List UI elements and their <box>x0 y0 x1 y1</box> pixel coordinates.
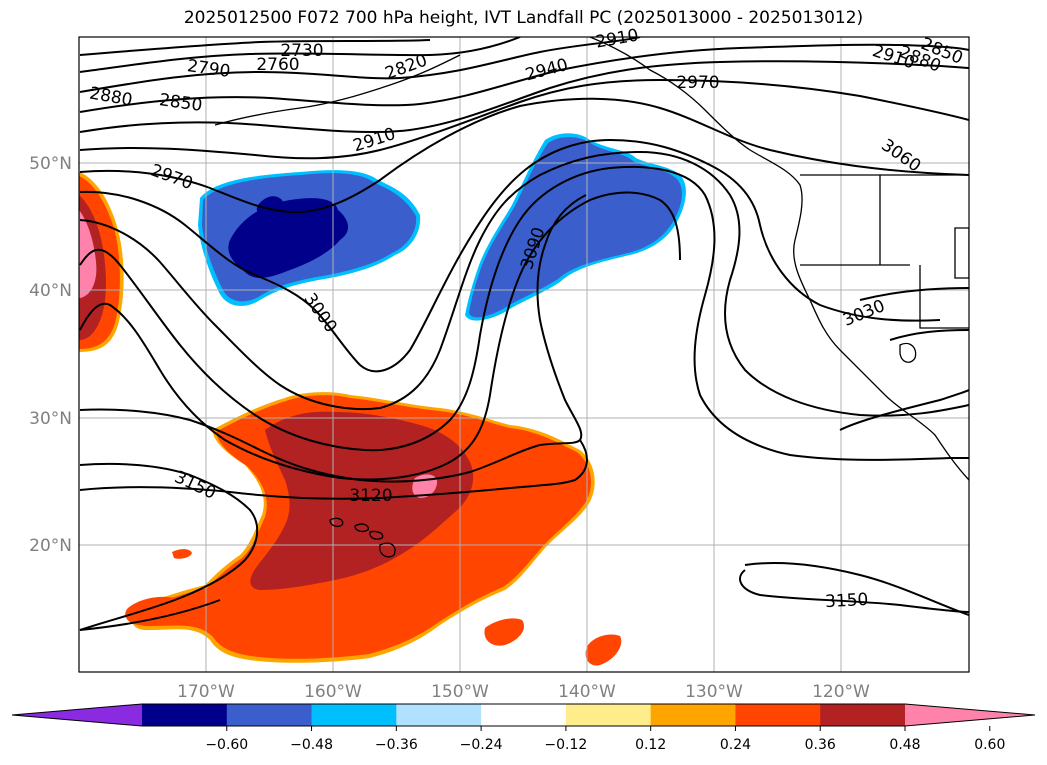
height-contours <box>79 37 969 631</box>
colorbar: −0.60 −0.48 −0.36 −0.24 −0.12 0.12 0.24 0.36 0.4… <box>11 703 1036 753</box>
lon-label: 150°W <box>431 682 489 702</box>
colorbar-bin <box>481 704 567 726</box>
contour-label: 2730 <box>280 41 323 61</box>
colorbar-tick-label: 0.36 <box>805 737 836 753</box>
lon-label: 120°W <box>812 682 870 702</box>
lon-label: 140°W <box>558 682 616 702</box>
colorbar-tick-label: −0.60 <box>205 737 248 753</box>
colorbar-tick-label: −0.36 <box>375 737 418 753</box>
colorbar-tick-label: −0.24 <box>460 737 503 753</box>
map-background <box>79 37 969 672</box>
positive-region-central <box>125 392 622 666</box>
latitude-labels: 50°N 40°N 30°N 20°N <box>29 154 72 556</box>
coastlines <box>214 37 969 558</box>
colorbar-tick-label: −0.48 <box>290 737 333 753</box>
colorbar-bin <box>650 704 736 726</box>
colorbar-tick-label: −0.12 <box>544 737 587 753</box>
colorbar-tick-label: 0.60 <box>974 737 1005 753</box>
colorbar-outline <box>11 703 1036 727</box>
contour-label: 3120 <box>349 486 392 506</box>
lat-label: 30°N <box>29 409 72 429</box>
colorbar-tick-label: 0.24 <box>720 737 751 753</box>
contour-label: 2970 <box>676 73 719 93</box>
lon-label: 160°W <box>304 682 362 702</box>
lon-label: 130°W <box>685 682 743 702</box>
map-frame <box>78 36 970 673</box>
lat-label: 40°N <box>29 281 72 301</box>
colorbar-bin <box>735 704 821 726</box>
colorbar-bin <box>226 704 313 726</box>
colorbar-bin <box>565 704 652 726</box>
contour-label: 3150 <box>825 590 869 612</box>
colorbar-extend-min <box>12 704 142 726</box>
longitude-labels: 170°W 160°W 150°W 140°W 130°W 120°W <box>177 682 870 702</box>
colorbar-bin <box>142 704 228 726</box>
chart-title: 2025012500 F072 700 hPa height, IVT Land… <box>183 8 864 28</box>
colorbar-bin <box>311 704 397 726</box>
colorbar-extend-max <box>905 704 1035 726</box>
graticule <box>79 37 969 672</box>
lat-label: 50°N <box>29 154 72 174</box>
colorbar-tick-label: 0.48 <box>889 737 920 753</box>
lat-label: 20°N <box>29 536 72 556</box>
colorbar-bin <box>820 704 906 726</box>
lon-label: 170°W <box>177 682 235 702</box>
colorbar-bin <box>396 704 482 726</box>
colorbar-tick-label: 0.12 <box>635 737 666 753</box>
contour-label: 2760 <box>256 55 299 75</box>
